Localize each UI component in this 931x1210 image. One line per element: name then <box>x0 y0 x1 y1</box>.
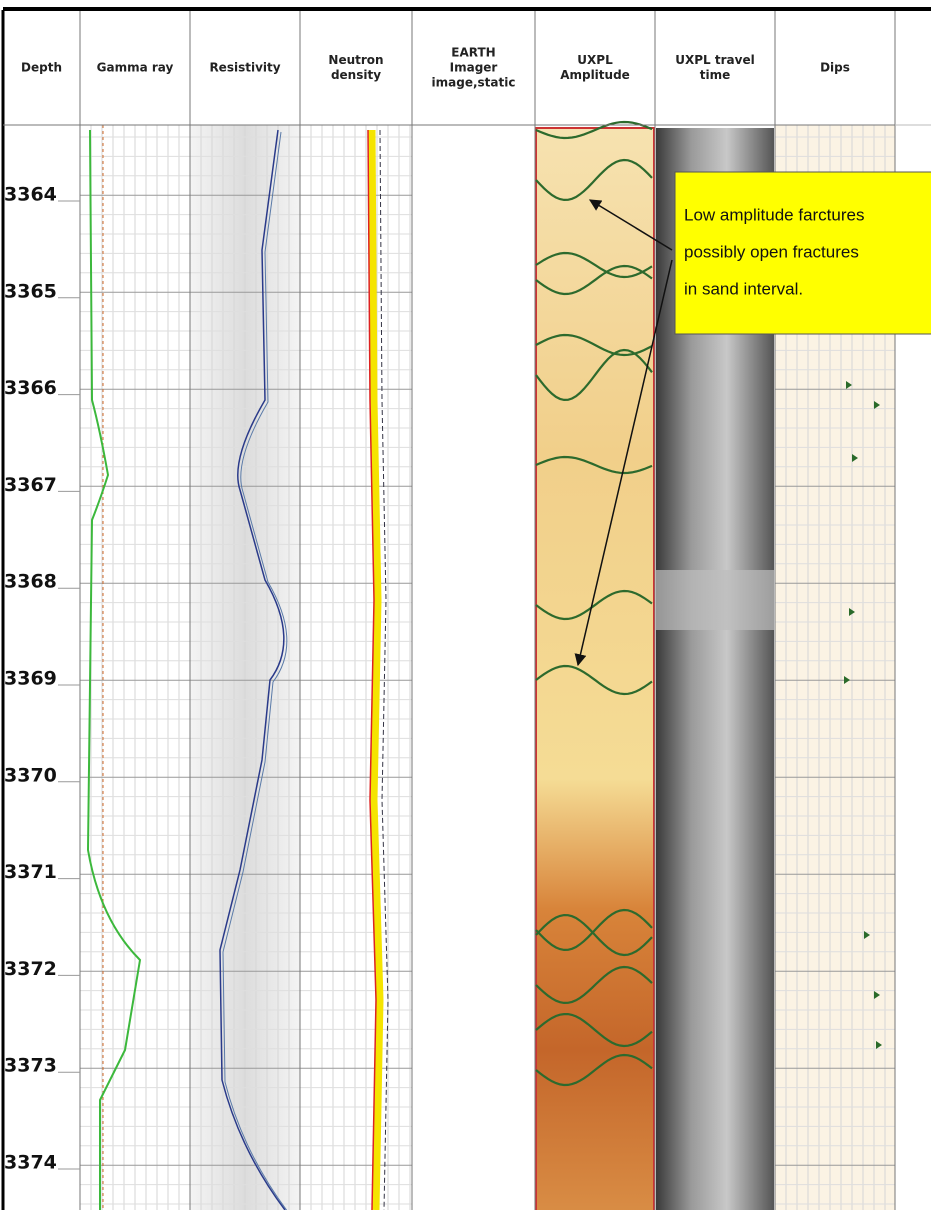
annotation-text: Low amplitude farctures <box>684 205 864 224</box>
log-display: Depth Gamma ray Resistivity Neutrondensity E… <box>0 0 931 1210</box>
depth-label: 3374 <box>4 1152 57 1174</box>
depth-label: 3371 <box>4 861 57 883</box>
column-header: UXPL travel <box>675 53 754 67</box>
travel-time-band <box>656 570 774 630</box>
depth-label: 3366 <box>4 377 57 399</box>
depth-label: 3367 <box>4 474 57 496</box>
annotation-text: possibly open fractures <box>684 242 859 261</box>
column-header: Dips <box>820 61 850 75</box>
column-header: Imager <box>450 61 498 75</box>
column-header: Gamma ray <box>97 61 174 75</box>
column-header: UXPL <box>577 53 613 67</box>
depth-label: 3364 <box>4 184 57 206</box>
depth-label: 3368 <box>4 571 57 593</box>
column-header: time <box>700 68 731 82</box>
depth-label: 3370 <box>4 764 57 786</box>
annotation-text: in sand interval. <box>684 279 803 298</box>
column-header: EARTH <box>451 46 495 60</box>
page: Depth Gamma ray Resistivity Neutrondensity E… <box>0 0 931 1210</box>
depth-label: 3373 <box>4 1055 57 1077</box>
column-header: Depth <box>21 61 62 75</box>
depth-label: 3369 <box>4 668 57 690</box>
column-header: image,static <box>432 76 516 90</box>
depth-label: 3365 <box>4 280 57 302</box>
column-header: Amplitude <box>560 68 630 82</box>
depth-label: 3372 <box>4 958 57 980</box>
column-header: Resistivity <box>209 61 280 75</box>
column-header: density <box>331 68 381 82</box>
column-header: Neutron <box>328 53 383 67</box>
